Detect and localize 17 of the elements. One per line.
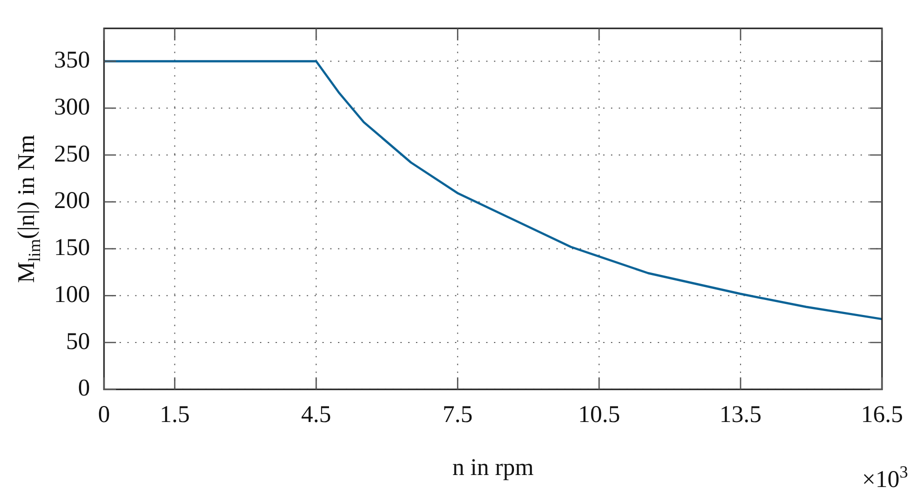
y-tick-label: 200 [54,188,90,214]
y-tick-label: 50 [66,328,90,355]
y-axis-title: Mlim(|n|) in Nm [14,134,44,284]
x-axis-title: n in rpm [452,455,534,481]
x-tick-label: 1.5 [160,402,190,428]
x-tick-label: 0 [98,402,110,428]
x-tick-label: 7.5 [442,402,473,428]
y-tick-label: 350 [54,48,90,74]
x-tick-label: 4.5 [301,402,332,428]
y-tick-label: 250 [54,141,90,168]
y-tick-label: 150 [54,235,90,262]
x-tick-label: 16.5 [861,402,903,428]
y-tick-label: 300 [54,94,90,120]
x-tick-label: 10.5 [578,402,620,428]
y-tick-label: 100 [54,282,90,308]
x-tick-label: 13.5 [720,402,762,428]
y-tick-label: 0 [78,376,90,402]
